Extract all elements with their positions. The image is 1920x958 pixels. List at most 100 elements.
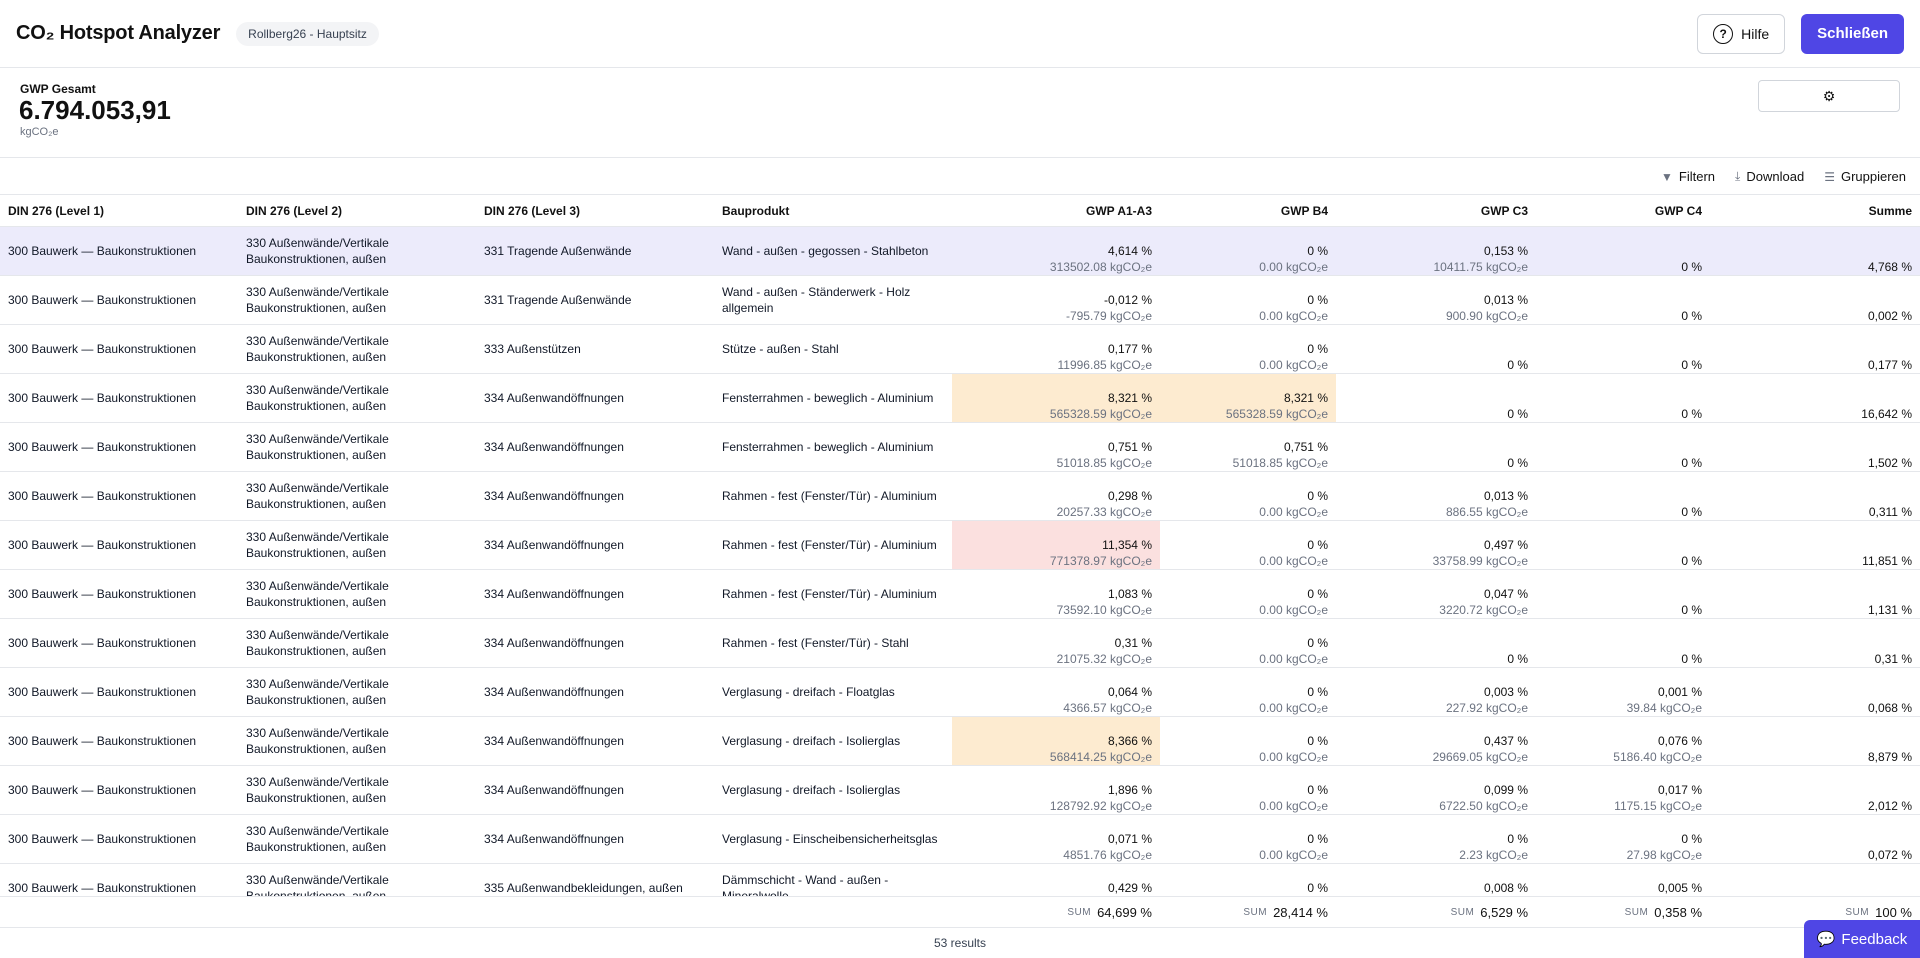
cell-gwp-c3: 0,099 % 6722.50 kgCO₂e — [1336, 766, 1536, 814]
table-row[interactable]: 300 Bauwerk — Baukonstruktionen 330 Außen… — [0, 325, 1920, 374]
cell-din-level1: 300 Bauwerk — Baukonstruktionen — [8, 391, 197, 405]
group-button[interactable]: ☰ Gruppieren — [1824, 169, 1906, 184]
chat-icon: 💬 — [1816, 931, 1836, 948]
cell-din-level2: 330 Außenwände/Vertikale Baukonstruktion… — [246, 236, 389, 266]
cell-summe: 1,131 % — [1710, 570, 1920, 618]
footer-sum-c4: SUM 0,358 % — [1536, 897, 1710, 927]
filter-label: Filtern — [1678, 169, 1716, 184]
kg-value: 0.00 kgCO₂e — [1259, 309, 1328, 323]
filter-button[interactable]: ▼ Filtern — [1661, 169, 1715, 184]
cell-din-level2: 330 Außenwände/Vertikale Baukonstruktion… — [246, 334, 389, 364]
cell-gwp-b4: 0 % 0.00 kgCO₂e — [1160, 717, 1336, 765]
table-row[interactable]: 300 Bauwerk — Baukonstruktionen 330 Außen… — [0, 521, 1920, 570]
cell-din-level3: 334 Außenwandöffnungen — [484, 636, 624, 650]
project-chip[interactable]: Rollberg26 - Hauptsitz — [236, 21, 379, 46]
cell-gwp-a13: 1,083 % 73592.10 kgCO₂e — [952, 570, 1160, 618]
close-button[interactable]: Schließen — [1801, 13, 1904, 54]
cell-gwp-c3: 0,003 % 227.92 kgCO₂e — [1336, 668, 1536, 716]
percent-value: 0 % — [1307, 881, 1328, 895]
kg-value: 900.90 kgCO₂e — [1445, 309, 1528, 323]
percent-value: 0,001 % — [1657, 685, 1702, 699]
gwp-total-value: 6.794.053,91 — [19, 95, 171, 125]
cell-gwp-c3: 0 % — [1336, 374, 1536, 422]
table-row[interactable]: 300 Bauwerk — Baukonstruktionen 330 Außen… — [0, 472, 1920, 521]
col-header-product[interactable]: Bauprodukt — [722, 203, 790, 218]
percent-value: 0 % — [1307, 244, 1328, 258]
col-header-c3[interactable]: GWP C3 — [1480, 203, 1528, 218]
table-body: 300 Bauwerk — Baukonstruktionen 330 Außen… — [0, 227, 1920, 896]
settings-button[interactable]: ⚙ — [1758, 80, 1900, 112]
results-count: 53 results — [933, 936, 987, 950]
kg-value: 4851.76 kgCO₂e — [1063, 848, 1152, 862]
percent-value: -0,012 % — [1103, 293, 1152, 307]
col-header-lv2[interactable]: DIN 276 (Level 2) — [246, 203, 343, 218]
table-row[interactable]: 300 Bauwerk — Baukonstruktionen 330 Außen… — [0, 276, 1920, 325]
percent-value: 0 % — [1681, 358, 1702, 372]
kg-value: 5186.40 kgCO₂e — [1613, 750, 1702, 764]
cell-summe: 0,311 % — [1710, 472, 1920, 520]
percent-value: 0,177 % — [1867, 358, 1912, 372]
kg-value: 128792.92 kgCO₂e — [1049, 799, 1152, 813]
cell-din-level1: 300 Bauwerk — Baukonstruktionen — [8, 489, 197, 503]
kg-value: 2.23 kgCO₂e — [1459, 848, 1528, 862]
table-row[interactable]: 300 Bauwerk — Baukonstruktionen 330 Außen… — [0, 374, 1920, 423]
table-row[interactable]: 300 Bauwerk — Baukonstruktionen 330 Außen… — [0, 619, 1920, 668]
kg-value: 29669.05 kgCO₂e — [1432, 750, 1528, 764]
col-header-a13[interactable]: GWP A1-A3 — [1085, 203, 1152, 218]
cell-summe: 0,068 % — [1710, 668, 1920, 716]
cell-gwp-a13: 0,177 % 11996.85 kgCO₂e — [952, 325, 1160, 373]
percent-value: 0,008 % — [1483, 881, 1528, 895]
percent-value: 0 % — [1307, 636, 1328, 650]
percent-value: 16,642 % — [1861, 407, 1912, 421]
percent-value: 2,012 % — [1867, 799, 1912, 813]
download-button[interactable]: ⤓ Download — [1735, 169, 1804, 184]
cell-din-level2: 330 Außenwände/Vertikale Baukonstruktion… — [246, 824, 389, 854]
cell-bauprodukt: Fensterrahmen - beweglich - Aluminium — [722, 440, 934, 454]
table-row[interactable]: 300 Bauwerk — Baukonstruktionen 330 Außen… — [0, 227, 1920, 276]
kg-value: 33758.99 kgCO₂e — [1432, 554, 1528, 568]
cell-gwp-b4: 0 % 0.00 kgCO₂e — [1160, 227, 1336, 275]
percent-value: 0 % — [1681, 505, 1702, 519]
cell-gwp-b4: 0 % 0.00 kgCO₂e — [1160, 472, 1336, 520]
kg-value: 51018.85 kgCO₂e — [1056, 456, 1152, 470]
cell-gwp-c3: 0 % 2.23 kgCO₂e — [1336, 815, 1536, 863]
percent-value: 0 % — [1307, 832, 1328, 846]
table-row[interactable]: 300 Bauwerk — Baukonstruktionen 330 Außen… — [0, 570, 1920, 619]
cell-gwp-b4: 0,751 % 51018.85 kgCO₂e — [1160, 423, 1336, 471]
help-label: Hilfe — [1741, 25, 1770, 42]
cell-gwp-b4: 0 % 0.00 kgCO₂e — [1160, 619, 1336, 667]
col-header-c4[interactable]: GWP C4 — [1654, 203, 1702, 218]
col-header-sum[interactable]: Summe — [1868, 203, 1912, 218]
kg-value: 11996.85 kgCO₂e — [1057, 358, 1153, 372]
percent-value: 0,099 % — [1483, 783, 1528, 797]
cell-bauprodukt: Rahmen - fest (Fenster/Tür) - Stahl — [722, 636, 909, 650]
cell-gwp-a13: 1,896 % 128792.92 kgCO₂e — [952, 766, 1160, 814]
kg-value: 0.00 kgCO₂e — [1259, 701, 1328, 715]
kg-value: 4366.57 kgCO₂e — [1063, 701, 1152, 715]
cell-din-level3: 334 Außenwandöffnungen — [484, 489, 624, 503]
table-row[interactable]: 300 Bauwerk — Baukonstruktionen 330 Außen… — [0, 815, 1920, 864]
table-toolbar: ▼ Filtern ⤓ Download ☰ Gruppieren — [0, 159, 1920, 195]
table-row[interactable]: 300 Bauwerk — Baukonstruktionen 330 Außen… — [0, 717, 1920, 766]
help-button[interactable]: ? Hilfe — [1697, 13, 1786, 54]
col-header-lv1[interactable]: DIN 276 (Level 1) — [8, 203, 105, 218]
cell-summe: 11,851 % — [1710, 521, 1920, 569]
kg-value: 73592.10 kgCO₂e — [1056, 603, 1152, 617]
kg-value: 227.92 kgCO₂e — [1445, 701, 1528, 715]
cell-gwp-a13: 8,321 % 565328.59 kgCO₂e — [952, 374, 1160, 422]
cell-gwp-c4: 0,001 % 39.84 kgCO₂e — [1536, 668, 1710, 716]
table-row[interactable]: 300 Bauwerk — Baukonstruktionen 330 Außen… — [0, 864, 1920, 896]
feedback-button[interactable]: 💬 Feedback — [1804, 920, 1920, 958]
cell-gwp-b4: 0 % 0.00 kgCO₂e — [1160, 766, 1336, 814]
table-row[interactable]: 300 Bauwerk — Baukonstruktionen 330 Außen… — [0, 766, 1920, 815]
footer-sum-c3: SUM 6,529 % — [1336, 897, 1536, 927]
table-row[interactable]: 300 Bauwerk — Baukonstruktionen 330 Außen… — [0, 668, 1920, 717]
percent-value: 0 % — [1307, 342, 1328, 356]
cell-din-level3: 334 Außenwandöffnungen — [484, 440, 624, 454]
cell-gwp-c4: 0,017 % 1175.15 kgCO₂e — [1536, 766, 1710, 814]
col-header-b4[interactable]: GWP B4 — [1280, 203, 1328, 218]
percent-value: 0 % — [1307, 587, 1328, 601]
cell-gwp-c4: 0 % — [1536, 276, 1710, 324]
table-row[interactable]: 300 Bauwerk — Baukonstruktionen 330 Außen… — [0, 423, 1920, 472]
col-header-lv3[interactable]: DIN 276 (Level 3) — [484, 203, 581, 218]
